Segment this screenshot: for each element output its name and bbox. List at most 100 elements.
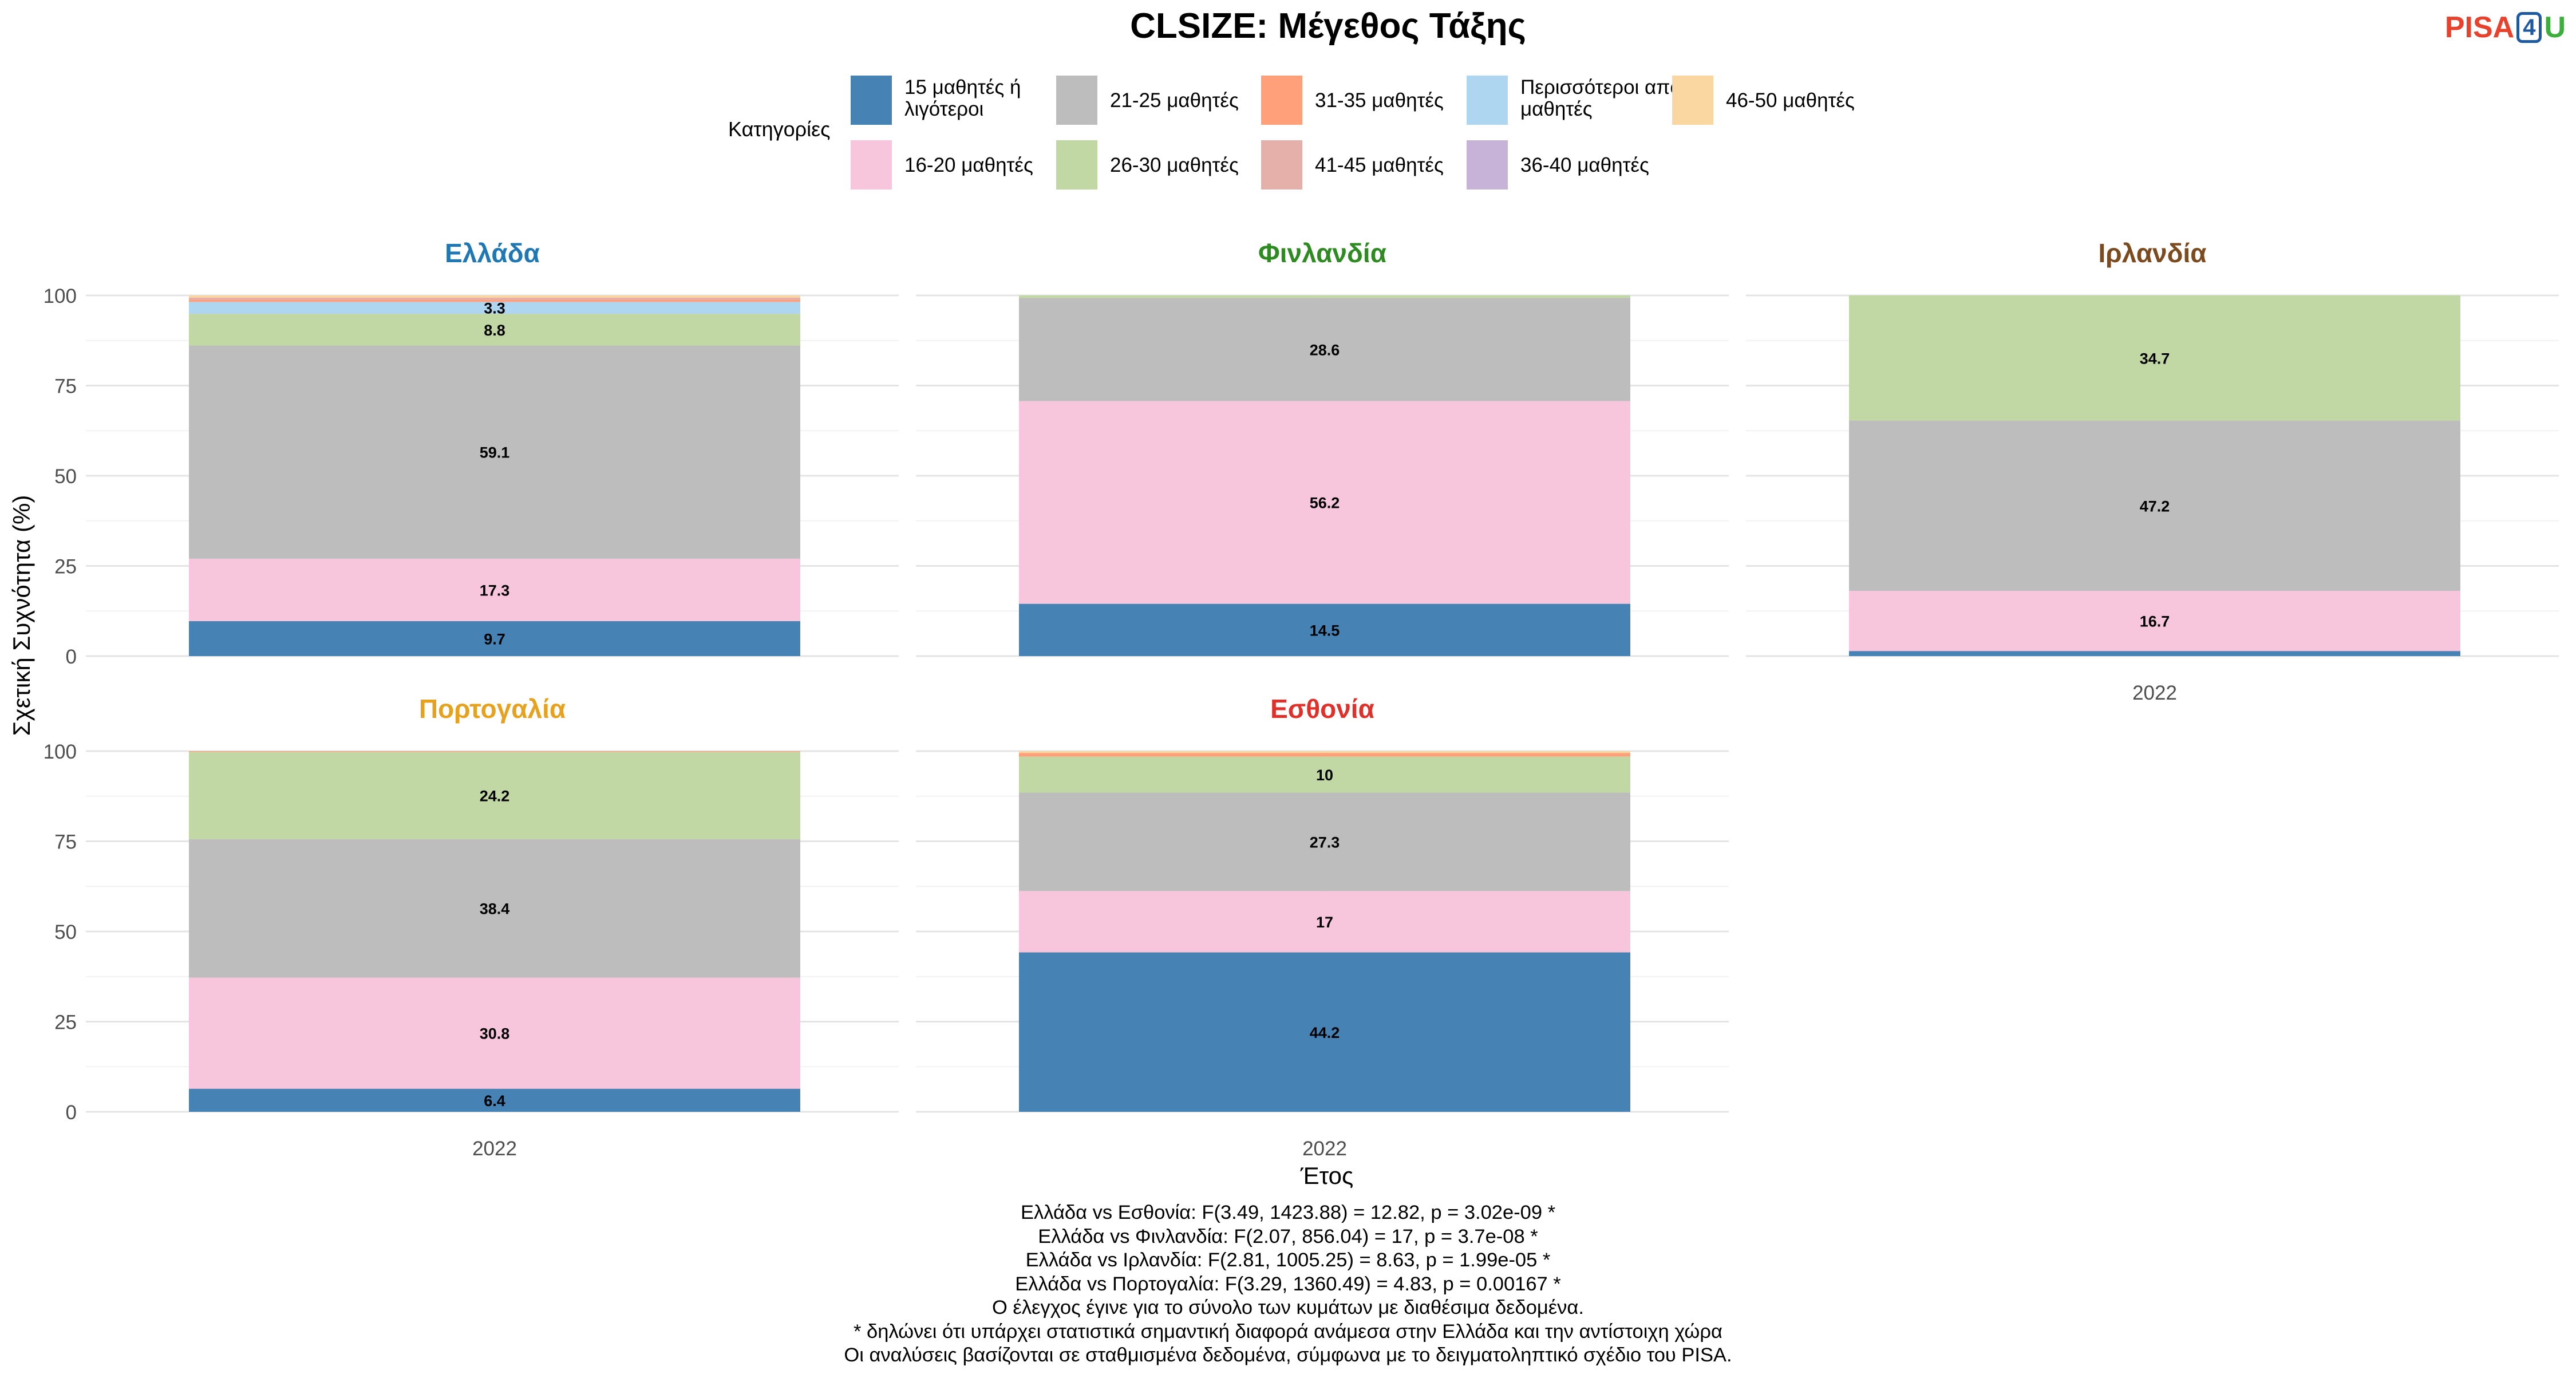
y-tick-label: 75 [54,831,77,854]
legend-swatch [1056,140,1097,189]
bar-segment [1019,751,1630,753]
bar-segment [1019,891,1630,953]
pisa4u-logo: PISA 4 U [2444,11,2566,44]
y-axis-label: Σχετική Συχνότητα (%) [8,495,35,736]
caption-line: Ο έλεγχος έγινε για το σύνολο των κυμάτω… [992,1297,1584,1318]
caption-line: Ελλάδα vs Ιρλανδία: F(2.81, 1005.25) = 8… [1025,1249,1551,1271]
panel-title: Πορτογαλία [419,694,566,724]
bar-segment [189,314,800,346]
legend-label: 15 μαθητές ή λιγότεροι [904,76,1021,120]
bar-segment [1849,590,2460,652]
legend-label: 36-40 μαθητές [1520,154,1649,176]
bar-segment [1849,295,2460,421]
legend-swatch [851,140,892,189]
caption-line: * δηλώνει ότι υπάρχει στατιστικά σημαντι… [854,1320,1722,1343]
data-label: 44.2 [1310,1024,1340,1041]
bar-segment [189,752,800,839]
legend: Κατηγορίες 15 μαθητές ή λιγότεροι 16-20 μαθ… [728,76,1855,189]
bar-segment [189,751,800,752]
x-tick-label: 2022 [1302,1138,1347,1160]
panel-title: Φινλανδία [1258,238,1386,268]
legend-label: 26-30 μαθητές [1110,154,1239,176]
bar-segment [189,558,800,621]
legend-label: 16-20 μαθητές [904,154,1033,176]
bar-segment [1019,792,1630,891]
y-tick-label: 100 [44,741,77,763]
legend-swatch [1261,76,1302,125]
bar-segment [189,345,800,559]
bar-segment [1019,753,1630,757]
facet-panel: Ελλάδα 9.7 17.3 59.1 8.8 3.3 0 25 50 75 100 [44,238,899,668]
bar-segment [1019,401,1630,604]
facet-panel: Ιρλανδία 16.7 47.2 34.7 2022 [1746,238,2559,704]
legend-swatch [1467,76,1508,125]
data-label: 3.3 [484,300,505,317]
data-label: 47.2 [2140,498,2170,515]
bar-segment [1849,420,2460,591]
x-tick-label: 2022 [2132,682,2177,704]
data-label: 14.5 [1310,622,1340,639]
x-axis-label: Έτος [1300,1162,1354,1189]
data-label: 27.3 [1310,834,1340,851]
bar-segment [1019,756,1630,793]
y-tick-label: 100 [44,285,77,307]
bar-segment [189,1088,800,1112]
data-label: 38.4 [480,901,510,918]
legend-swatch [1056,76,1097,125]
bar-segment [189,621,800,656]
y-tick-label: 0 [66,1101,77,1124]
panel-title: Εσθονία [1270,694,1374,724]
legend-label: 41-45 μαθητές [1315,154,1444,176]
data-label: 9.7 [484,630,505,647]
legend-swatch [851,76,892,125]
caption-line: Ελλάδα vs Φινλανδία: F(2.07, 856.04) = 1… [1038,1225,1538,1247]
facet-panel: Πορτογαλία 6.4 30.8 38.4 24.2 0 25 50 75 100 2022 [44,694,899,1160]
bar-segment [1849,651,2460,656]
legend-label: 21-25 μαθητές [1110,89,1239,112]
data-label: 16.7 [2140,613,2170,630]
data-label: 6.4 [484,1092,505,1110]
data-label: 30.8 [480,1025,510,1043]
bar-segment [189,299,800,302]
data-label: 8.8 [484,322,505,339]
data-label: 24.2 [480,787,510,804]
bar-segment [189,302,800,314]
data-label: 59.1 [480,444,510,461]
caption: Ελλάδα vs Εσθονία: F(3.49, 1423.88) = 12… [0,1201,2576,1368]
data-label: 17.3 [480,582,510,599]
caption-line: Ελλάδα vs Πορτογαλία: F(3.29, 1360.49) =… [1015,1273,1561,1295]
bar-segment [189,977,800,1089]
y-tick-label: 75 [54,376,77,398]
y-tick-label: 50 [54,921,77,943]
y-tick-label: 25 [54,1012,77,1034]
legend-swatch [1672,76,1713,125]
facet-panels: Ελλάδα9.717.359.18.83.30255075100Φινλανδ… [44,238,2559,1160]
caption-line: Οι αναλύσεις βασίζονται σε σταθμισμένα δ… [844,1344,1732,1366]
y-tick-label: 25 [54,556,77,578]
data-label: 10 [1316,767,1333,784]
bar-segment [1019,295,1630,298]
data-label: 34.7 [2140,350,2170,367]
panel-title: Ιρλανδία [2098,238,2206,268]
bar-segment [189,297,800,300]
legend-swatch [1261,140,1302,189]
legend-label: 31-35 μαθητές [1315,89,1444,112]
caption-line: Ελλάδα vs Εσθονία: F(3.49, 1423.88) = 12… [1020,1202,1556,1223]
legend-label: 46-50 μαθητές [1726,89,1855,112]
panel-title: Ελλάδα [445,238,540,268]
legend-swatch [1467,140,1508,189]
legend-title: Κατηγορίες [728,117,831,141]
facet-panel: Εσθονία 44.2 17 27.3 10 2022 [916,694,1729,1160]
y-tick-label: 50 [54,465,77,488]
data-label: 17 [1316,914,1333,931]
data-label: 28.6 [1310,342,1340,359]
x-tick-label: 2022 [472,1138,517,1160]
y-tick-label: 0 [66,646,77,668]
chart-title: CLSIZE: Μέγεθος Τάξης [1130,6,1526,46]
bar-segment [189,839,800,978]
bar-segment [1019,952,1630,1112]
bar-segment [1019,603,1630,656]
bar-segment [189,295,800,298]
facet-panel: Φινλανδία 14.5 56.2 28.6 [916,238,1729,657]
